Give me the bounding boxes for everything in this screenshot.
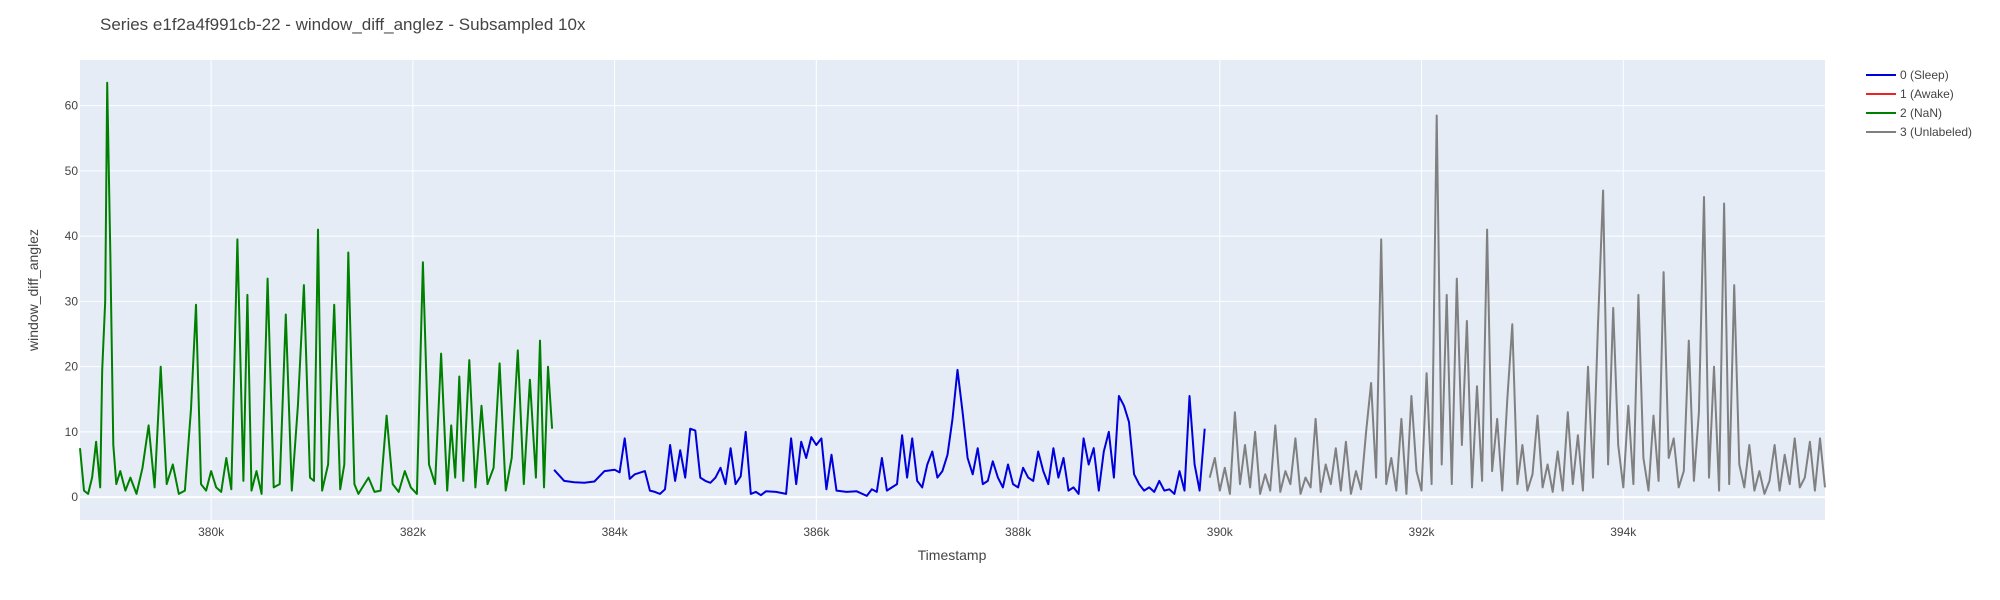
x-tick-label: 386k [803, 525, 830, 539]
x-tick-label: 384k [602, 525, 629, 539]
y-tick-label: 10 [65, 425, 79, 439]
x-tick-label: 388k [1005, 525, 1032, 539]
y-axis-title: window_diff_anglez [25, 229, 41, 352]
y-tick-label: 60 [65, 99, 79, 113]
x-axis-ticks: 380k 382k 384k 386k 388k 390k 392k 394k [198, 525, 1637, 539]
legend: 0 (Sleep) 1 (Awake) 2 (NaN) 3 (Unlabeled) [1866, 68, 1972, 139]
legend-label[interactable]: 3 (Unlabeled) [1900, 125, 1972, 139]
y-tick-label: 30 [65, 294, 79, 308]
x-tick-label: 382k [400, 525, 427, 539]
y-tick-label: 50 [65, 164, 79, 178]
series-lines [79, 81, 1826, 497]
series-line-2 [79, 81, 554, 495]
legend-label[interactable]: 1 (Awake) [1900, 87, 1954, 101]
grid [80, 60, 1825, 520]
y-tick-label: 20 [65, 360, 79, 374]
series-line-3 [1208, 114, 1826, 495]
legend-label[interactable]: 0 (Sleep) [1900, 68, 1949, 82]
plot-area [80, 60, 1825, 520]
x-tick-label: 394k [1610, 525, 1637, 539]
x-tick-label: 390k [1207, 525, 1234, 539]
x-tick-label: 380k [198, 525, 225, 539]
chart-title: Series e1f2a4f991cb-22 - window_diff_ang… [100, 15, 586, 34]
y-tick-label: 40 [65, 229, 79, 243]
x-axis-title: Timestamp [918, 547, 987, 563]
y-axis-ticks: 0 10 20 30 40 50 60 [65, 99, 79, 504]
series-line-0 [553, 368, 1206, 497]
legend-label[interactable]: 2 (NaN) [1900, 106, 1942, 120]
y-tick-label: 0 [71, 490, 78, 504]
x-tick-label: 392k [1409, 525, 1436, 539]
